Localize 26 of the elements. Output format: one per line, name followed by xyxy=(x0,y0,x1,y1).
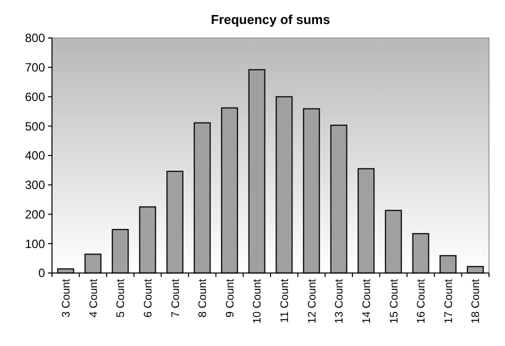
x-tick-label: 9 Count xyxy=(224,279,236,318)
x-tick-label: 8 Count xyxy=(197,279,210,318)
y-tick-label: 700 xyxy=(24,60,46,75)
y-tick-label: 100 xyxy=(24,236,46,251)
y-tick-label: 800 xyxy=(24,31,46,46)
x-tick-label: 11 Count xyxy=(279,279,292,323)
x-tick-label: 5 Count xyxy=(115,279,128,318)
x-tick-label: 12 Count xyxy=(306,279,318,324)
x-tick-label: 6 Count xyxy=(142,279,154,318)
y-tick-label: 300 xyxy=(24,178,46,192)
chart-title: Frequency of sums xyxy=(210,12,330,27)
x-tick-label: 14 Count xyxy=(360,279,373,324)
x-tick-label: 3 Count xyxy=(60,279,73,318)
x-tick-label: 17 Count xyxy=(442,279,455,324)
x-tick-label: 10 Count xyxy=(252,279,264,324)
x-tick-label: 15 Count xyxy=(388,279,400,324)
y-tick-label: 500 xyxy=(24,119,46,134)
y-tick-label: 400 xyxy=(24,148,46,163)
y-tick-label: 600 xyxy=(24,90,46,104)
x-tick-label: 4 Count xyxy=(88,279,100,318)
x-tick-label: 7 Count xyxy=(170,279,182,318)
x-tick-label: 13 Count xyxy=(334,279,346,324)
y-tick-label: 0 xyxy=(38,266,46,280)
x-tick-label: 16 Count xyxy=(416,279,428,324)
y-tick-label: 200 xyxy=(24,207,46,222)
x-tick-label: 18 Count xyxy=(470,279,482,324)
